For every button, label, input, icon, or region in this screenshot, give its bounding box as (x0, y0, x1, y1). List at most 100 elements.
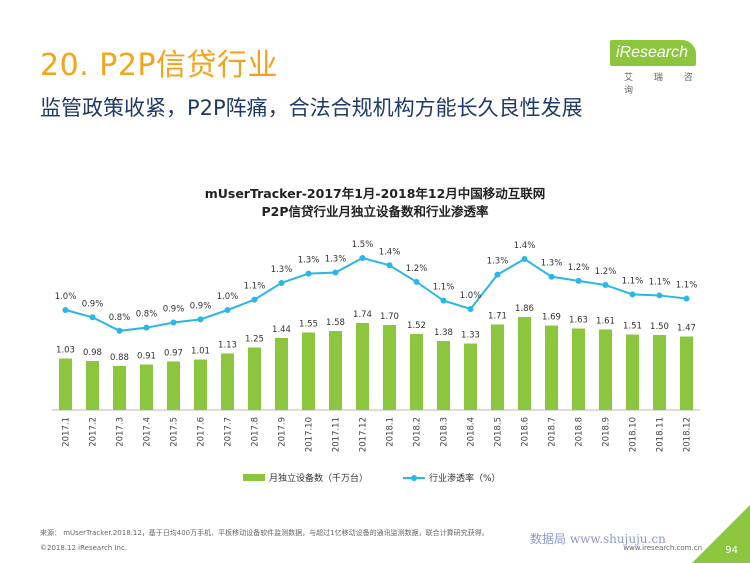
bar-label-2018.1: 1.70 (380, 312, 399, 322)
line-point-2017.6 (197, 316, 204, 323)
line-point-2018.7 (548, 273, 555, 280)
line-point-2017.1 (62, 307, 69, 313)
logo-subtitle: 艾 瑞 咨 询 (624, 73, 702, 96)
x-tick-2018.7: 2018.7 (548, 417, 558, 447)
bar-2017.2 (86, 361, 99, 410)
line-point-2018.8 (575, 277, 582, 284)
x-tick-2018.8: 2018.8 (575, 417, 585, 447)
bar-label-2017.7: 1.13 (218, 341, 237, 351)
line-label-2017.4: 0.8% (136, 310, 158, 320)
line-label-2017.8: 1.1% (244, 282, 266, 292)
x-tick-2017.8: 2017.8 (251, 417, 261, 447)
line-point-2017.4 (143, 324, 150, 331)
bar-label-2017.3: 0.88 (110, 353, 129, 363)
line-label-2018.4: 1.0% (460, 291, 482, 301)
line-point-2018.3 (440, 297, 447, 304)
line-label-2017.3: 0.8% (109, 313, 131, 323)
x-tick-2018.4: 2018.4 (467, 417, 477, 447)
bar-2017.9 (275, 338, 288, 410)
bar-2018.12 (680, 336, 693, 410)
line-point-2018.6 (521, 256, 528, 263)
line-point-2018.4 (467, 305, 474, 312)
x-tick-2017.10: 2017.10 (305, 417, 315, 452)
page-subtitle: 监管政策收紧，P2P阵痛，合法合规机构方能长久良性发展 (40, 96, 583, 120)
line-label-2017.1: 1.0% (55, 292, 77, 302)
line-point-2018.10 (629, 291, 636, 298)
line-label-2018.3: 1.1% (433, 283, 455, 293)
bar-2017.1 (59, 358, 72, 410)
bar-2018.3 (437, 341, 450, 410)
line-label-2017.7: 1.0% (217, 292, 239, 302)
line-point-2017.10 (305, 270, 312, 277)
bar-2017.8 (248, 347, 261, 410)
line-label-2017.9: 1.3% (271, 265, 293, 275)
line-label-2018.2: 1.2% (406, 264, 428, 274)
bar-2018.1 (383, 325, 396, 410)
line-point-2017.11 (332, 269, 339, 276)
bar-2017.6 (194, 359, 207, 410)
line-label-2017.10: 1.3% (298, 256, 320, 266)
bar-label-2017.8: 1.25 (245, 335, 264, 345)
legend-bar-label: 月独立设备数（千万台） (269, 472, 368, 484)
bar-2017.10 (302, 332, 315, 410)
chart-subtitle: P2P信贷行业月独立设备数和行业渗透率 (261, 204, 489, 219)
line-label-2018.12: 1.1% (676, 281, 698, 291)
bar-label-2018.4: 1.33 (461, 331, 480, 341)
watermark: 数据局 www.shujuju.cn (530, 532, 666, 546)
line-point-2018.1 (386, 262, 393, 269)
bar-2018.8 (572, 328, 585, 410)
bar-2018.11 (653, 335, 666, 410)
line-label-2017.11: 1.3% (325, 255, 347, 265)
bar-2017.11 (329, 331, 342, 410)
iresearch-logo: iResearch 艾 瑞 咨 询 (610, 40, 720, 96)
x-tick-2017.11: 2017.11 (332, 417, 342, 452)
bar-2018.10 (626, 334, 639, 410)
x-tick-2017.5: 2017.5 (170, 417, 180, 447)
x-tick-2017.6: 2017.6 (197, 417, 207, 447)
x-tick-2018.6: 2018.6 (521, 417, 531, 447)
bar-label-2018.7: 1.69 (542, 313, 561, 323)
line-point-2018.5 (494, 271, 501, 278)
bar-2018.9 (599, 329, 612, 410)
bar-2017.4 (140, 364, 153, 410)
bar-label-2017.9: 1.44 (272, 325, 291, 335)
line-label-2018.11: 1.1% (649, 277, 671, 287)
line-point-2018.2 (413, 278, 420, 285)
chart-title: mUserTracker-2017年1月-2018年12月中国移动互联网 (204, 186, 546, 201)
bar-label-2018.8: 1.63 (569, 316, 588, 326)
legend-line-label: 行业渗透率（%） (429, 472, 501, 484)
x-tick-2017.3: 2017.3 (116, 417, 126, 447)
footer-url: www.iresearch.com.cn (623, 544, 702, 552)
x-tick-2017.4: 2017.4 (143, 417, 153, 447)
bar-label-2018.5: 1.71 (488, 312, 507, 322)
legend-bar-swatch (243, 474, 265, 481)
line-label-2018.9: 1.2% (595, 267, 617, 277)
bar-label-2018.11: 1.50 (650, 322, 669, 332)
x-tick-2018.2: 2018.2 (413, 417, 423, 447)
bar-label-2017.11: 1.58 (326, 318, 345, 328)
bar-label-2017.5: 0.97 (164, 349, 183, 359)
bar-label-2018.9: 1.61 (596, 317, 615, 327)
line-point-2017.12 (359, 255, 366, 261)
line-label-2018.5: 1.3% (487, 257, 509, 267)
corner-decoration (692, 505, 750, 563)
x-tick-2018.10: 2018.10 (629, 417, 639, 452)
x-tick-2018.3: 2018.3 (440, 417, 450, 447)
line-point-2018.12 (683, 295, 690, 302)
page-title: 20. P2P信贷行业 (40, 48, 279, 83)
logo-badge: iResearch (610, 40, 697, 66)
x-tick-2018.5: 2018.5 (494, 417, 504, 447)
bar-label-2018.2: 1.52 (407, 321, 426, 331)
penetration-line (65, 256, 687, 332)
line-label-2017.6: 0.9% (190, 301, 212, 311)
bar-label-2017.4: 0.91 (137, 352, 156, 362)
bar-label-2018.6: 1.86 (515, 304, 534, 314)
x-tick-2017.7: 2017.7 (224, 417, 234, 447)
bar-2017.7 (221, 353, 234, 410)
x-tick-2018.1: 2018.1 (386, 417, 396, 447)
line-point-2017.8 (251, 296, 258, 303)
bar-label-2018.3: 1.38 (434, 328, 453, 338)
x-tick-2017.9: 2017.9 (278, 417, 288, 447)
x-tick-2017.12: 2017.12 (359, 417, 369, 452)
